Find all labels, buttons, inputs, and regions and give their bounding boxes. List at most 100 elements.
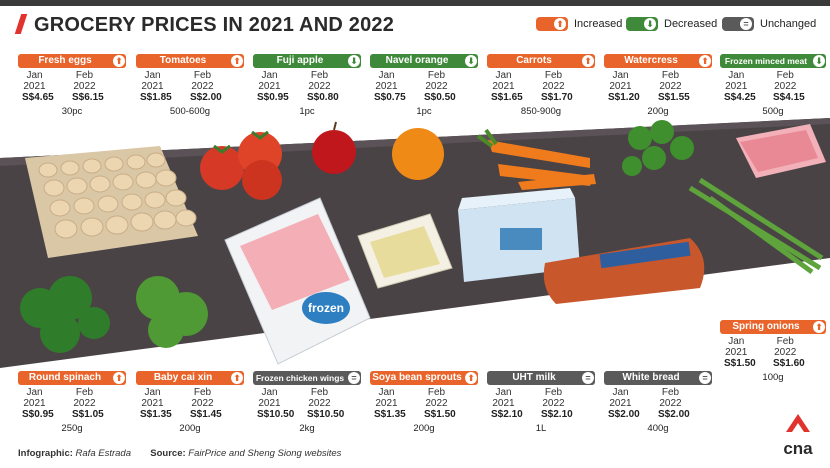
price-card-tomatoes: Tomatoes ⬆ Jan 2021 S$1.85 Feb 2022 S$2.00 5… bbox=[136, 54, 244, 117]
increased-icon: ⬆ bbox=[536, 17, 568, 31]
legend-unchanged: = Unchanged bbox=[722, 17, 816, 31]
price-feb2022: S$1.70 bbox=[541, 92, 573, 103]
quantity: 1L bbox=[487, 423, 595, 434]
before-label: Jan 2021 bbox=[609, 70, 632, 92]
card-header: Soya bean sprouts ⬆ bbox=[370, 371, 478, 385]
legend-increased: ⬆ Increased bbox=[536, 17, 622, 31]
item-name: Round spinach bbox=[28, 372, 102, 383]
unchanged-icon: = bbox=[582, 372, 594, 384]
after-label: Feb 2022 bbox=[73, 70, 96, 92]
before-label: Jan 2021 bbox=[258, 387, 281, 409]
cna-logo-text: cna bbox=[783, 439, 813, 458]
before-label: Jan 2021 bbox=[258, 70, 281, 92]
item-name: Frozen chicken wings bbox=[255, 373, 345, 383]
card-header: Navel orange ⬇ bbox=[370, 54, 478, 68]
price-feb2022: S$1.55 bbox=[658, 92, 690, 103]
watercress-image bbox=[622, 120, 694, 176]
quantity: 30pc bbox=[61, 106, 83, 117]
quantity: 1pc bbox=[299, 106, 315, 117]
price-card-fresh-eggs: Fresh eggs ⬆ Jan 2021 S$4.65 Feb 2022 S$6.15… bbox=[18, 54, 126, 117]
infographic-label: Infographic: bbox=[18, 448, 73, 459]
price-jan2021: S$0.95 bbox=[257, 92, 289, 103]
after-label: Feb 2022 bbox=[191, 387, 214, 409]
price-feb2022: S$1.50 bbox=[424, 409, 456, 420]
tomatoes-image bbox=[200, 130, 282, 200]
card-header: Fuji apple ⬇ bbox=[253, 54, 361, 68]
card-header: Frozen chicken wings = bbox=[253, 371, 361, 385]
before-label: Jan 2021 bbox=[492, 70, 515, 92]
spring-onions-image bbox=[688, 177, 824, 275]
price-feb2022: S$1.60 bbox=[773, 358, 805, 369]
price-jan2021: S$2.10 bbox=[491, 409, 523, 420]
increased-icon: ⬆ bbox=[582, 55, 594, 67]
infographic-credit: Rafa Estrada bbox=[75, 448, 131, 459]
decreased-icon: ⬇ bbox=[465, 55, 477, 67]
increased-icon: ⬆ bbox=[231, 55, 243, 67]
item-name: Watercress bbox=[624, 55, 678, 66]
price-jan2021: S$1.35 bbox=[374, 409, 406, 420]
eggs-image bbox=[25, 146, 198, 258]
after-label: Feb 2022 bbox=[425, 387, 448, 409]
increased-icon: ⬆ bbox=[699, 55, 711, 67]
spinach-image bbox=[20, 276, 110, 353]
price-card-navel-orange: Navel orange ⬇ Jan 2021 S$0.75 Feb 2022 S$0.… bbox=[370, 54, 478, 117]
quantity: 250g bbox=[18, 423, 126, 434]
after-label: Feb 2022 bbox=[425, 70, 448, 92]
milk-carton-image bbox=[458, 188, 580, 282]
unchanged-icon: = bbox=[722, 17, 754, 31]
price-feb2022: S$0.50 bbox=[424, 92, 456, 103]
before-label: Jan 2021 bbox=[141, 70, 164, 92]
price-jan2021: S$4.25 bbox=[724, 92, 756, 103]
increased-icon: ⬆ bbox=[113, 372, 125, 384]
quantity: 200g bbox=[647, 106, 669, 117]
card-header: Watercress ⬆ bbox=[604, 54, 712, 68]
item-name: Fuji apple bbox=[276, 55, 324, 66]
before-label: Jan 2021 bbox=[609, 387, 632, 409]
title-text: GROCERY PRICES IN 2021 AND 2022 bbox=[34, 14, 395, 36]
decreased-icon: ⬇ bbox=[626, 17, 658, 31]
price-card-baby-cai-xin: Baby cai xin ⬆ Jan 2021 S$1.35 Feb 2022 S$1.… bbox=[136, 371, 244, 434]
price-feb2022: S$4.15 bbox=[773, 92, 805, 103]
card-header: Tomatoes ⬆ bbox=[136, 54, 244, 68]
after-label: Feb 2022 bbox=[774, 336, 797, 358]
quantity: 400g bbox=[604, 423, 712, 434]
price-jan2021: S$0.95 bbox=[22, 409, 54, 420]
price-card-soya-bean-sprouts: Soya bean sprouts ⬆ Jan 2021 S$1.35 Feb 202… bbox=[370, 371, 478, 434]
legend-increased-label: Increased bbox=[574, 18, 623, 30]
price-jan2021: S$1.35 bbox=[140, 409, 172, 420]
before-label: Jan 2021 bbox=[375, 70, 398, 92]
card-header: Spring onions ⬆ bbox=[720, 320, 826, 334]
quantity: 500-600g bbox=[169, 106, 211, 117]
price-feb2022: S$2.10 bbox=[541, 409, 573, 420]
price-jan2021: S$10.50 bbox=[257, 409, 295, 420]
item-name: Frozen minced meat bbox=[724, 56, 808, 66]
price-feb2022: S$1.45 bbox=[190, 409, 222, 420]
after-label: Feb 2022 bbox=[659, 387, 682, 409]
card-header: Carrots ⬆ bbox=[487, 54, 595, 68]
quantity: 200g bbox=[136, 423, 244, 434]
apple-image bbox=[312, 121, 356, 174]
card-header: Baby cai xin ⬆ bbox=[136, 371, 244, 385]
after-label: Feb 2022 bbox=[73, 387, 96, 409]
item-name: White bread bbox=[622, 372, 680, 383]
increased-icon: ⬆ bbox=[813, 321, 825, 333]
credits: Infographic: Rafa Estrada Source: FairPr… bbox=[18, 448, 341, 459]
quantity: 100g bbox=[720, 372, 826, 383]
price-feb2022: S$0.80 bbox=[307, 92, 339, 103]
price-jan2021: S$4.65 bbox=[22, 92, 54, 103]
after-label: Feb 2022 bbox=[542, 387, 565, 409]
quantity: 200g bbox=[370, 423, 478, 434]
price-feb2022: S$2.00 bbox=[190, 92, 222, 103]
after-label: Feb 2022 bbox=[542, 70, 565, 92]
price-card-carrots: Carrots ⬆ Jan 2021 S$1.65 Feb 2022 S$1.70 85… bbox=[487, 54, 595, 117]
price-card-uht-milk: UHT milk = Jan 2021 S$2.10 Feb 2022 S$2.10 1… bbox=[487, 371, 595, 434]
increased-icon: ⬆ bbox=[113, 55, 125, 67]
legend-decreased: ⬇ Decreased bbox=[626, 17, 717, 31]
price-card-watercress: Watercress ⬆ Jan 2021 S$1.20 Feb 2022 S$1.55… bbox=[604, 54, 712, 117]
cai-xin-image bbox=[136, 276, 208, 348]
item-name: Carrots bbox=[516, 55, 552, 66]
quantity: 850-900g bbox=[520, 106, 562, 117]
card-header: Fresh eggs ⬆ bbox=[18, 54, 126, 68]
quantity: 2kg bbox=[253, 423, 361, 434]
price-jan2021: S$2.00 bbox=[608, 409, 640, 420]
